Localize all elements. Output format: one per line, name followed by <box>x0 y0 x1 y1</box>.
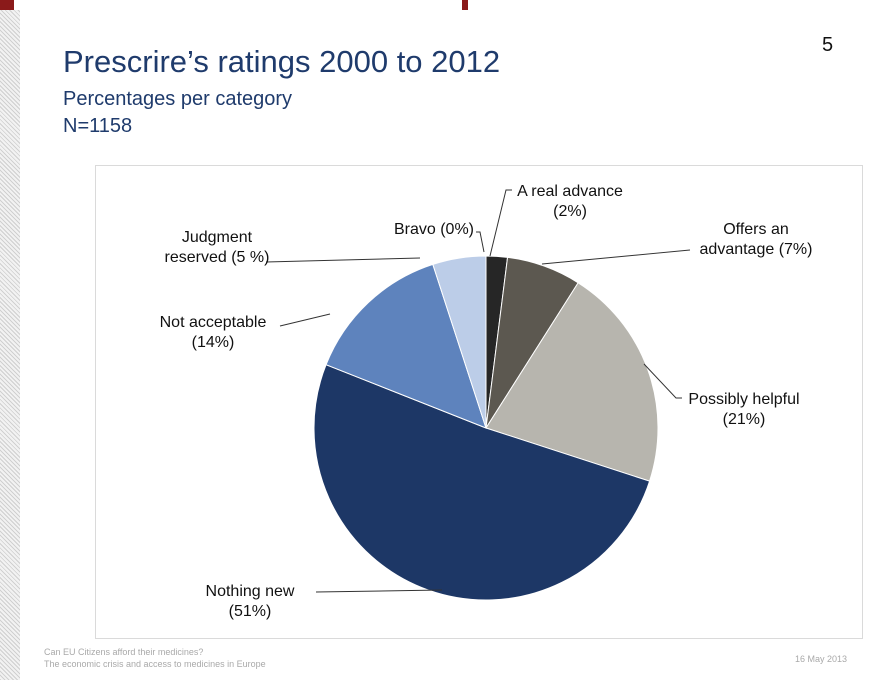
slice-label-line: Offers an <box>723 221 789 238</box>
slide-subtitle: Percentages per category <box>63 88 293 110</box>
slice-label-line: Nothing new <box>206 583 295 600</box>
leader-line-nothing-new <box>315 589 443 593</box>
leader-lines <box>265 189 691 593</box>
slice-label-line: (21%) <box>723 411 766 428</box>
leader-line-not-acceptable <box>279 313 331 327</box>
footer-line-1: Can EU Citizens afford their medicines? <box>44 647 204 657</box>
slice-label-nothing-new: Nothing new (51%) <box>206 583 295 620</box>
slice-label-line: (14%) <box>192 334 235 351</box>
footer-caption: Can EU Citizens afford their medicines? … <box>44 646 266 670</box>
pie-slices <box>313 255 659 601</box>
slide-number: 5 <box>822 34 834 56</box>
header-accent-left <box>0 0 14 10</box>
header-accent-right <box>462 0 468 10</box>
footer-date: 16 May 2013 <box>795 654 848 664</box>
slice-label-line: Judgment <box>182 229 253 246</box>
slice-label-offers-an-advantage: Offers an advantage (7%) <box>700 221 813 258</box>
top-bar <box>0 0 882 10</box>
slice-label-line: Bravo (0%) <box>394 221 474 238</box>
slice-label-a-real-advance: A real advance (2%) <box>517 183 623 220</box>
leader-line-bravo <box>476 231 485 253</box>
slice-label-line: Not acceptable <box>160 314 267 331</box>
slice-label-line: A real advance <box>517 183 623 200</box>
leader-line-offers-an-advantage <box>541 249 691 265</box>
slice-label-line: advantage (7%) <box>700 241 813 258</box>
slice-label-judgment-reserved: Judgment reserved (5 %) <box>165 229 270 266</box>
slice-label-not-acceptable: Not acceptable (14%) <box>160 314 267 351</box>
leader-line-possibly-helpful <box>643 363 682 399</box>
sample-size: N=1158 <box>63 115 133 137</box>
leader-line-judgment-reserved <box>265 257 421 263</box>
leader-line-a-real-advance <box>489 189 512 257</box>
slice-label-line: (51%) <box>229 603 272 620</box>
slice-label-line: reserved (5 %) <box>165 249 270 266</box>
slice-label-line: (2%) <box>553 203 587 220</box>
pie-slice-judgment-reserved <box>432 255 487 429</box>
pie-slice-possibly-helpful <box>485 282 659 482</box>
footer-line-2: The economic crisis and access to medici… <box>44 659 266 669</box>
slice-label-line: Possibly helpful <box>688 391 799 408</box>
slice-label-bravo: Bravo (0%) <box>394 221 474 238</box>
slide-title: Prescrire’s ratings 2000 to 2012 <box>63 44 501 79</box>
slice-labels: Bravo (0%) A real advance (2%) Offers an adv… <box>160 183 813 620</box>
slice-label-possibly-helpful: Possibly helpful (21%) <box>688 391 799 428</box>
